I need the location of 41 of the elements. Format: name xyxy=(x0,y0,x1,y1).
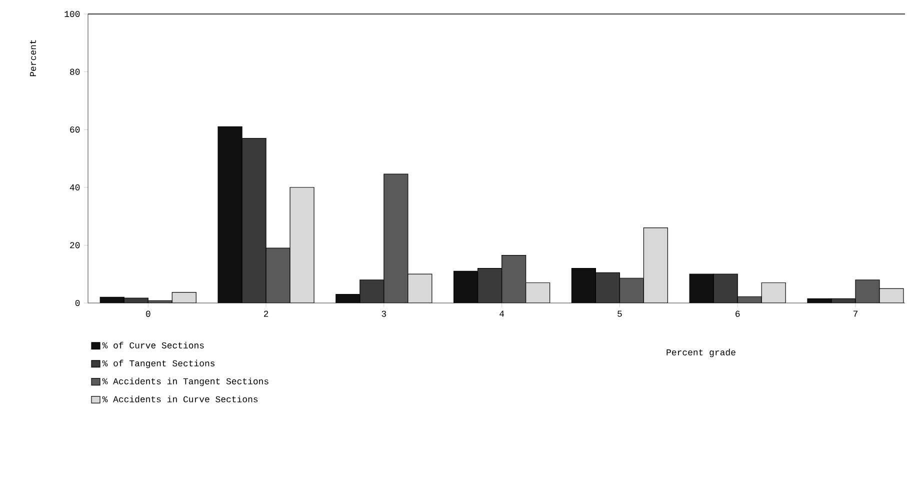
bar xyxy=(502,255,526,303)
y-tick-label: 40 xyxy=(70,184,80,190)
y-tick-label: 20 xyxy=(70,242,80,248)
bar xyxy=(572,268,596,303)
bar xyxy=(644,228,668,303)
bar xyxy=(596,272,620,303)
y-tick-label: 0 xyxy=(75,300,80,306)
bar xyxy=(762,282,786,303)
bar xyxy=(242,138,266,303)
bar xyxy=(855,280,880,303)
bar xyxy=(690,274,714,303)
x-tick-label: 4 xyxy=(500,310,504,317)
bar xyxy=(408,274,432,303)
bar xyxy=(478,268,502,303)
legend-label: % Accidents in Tangent Sections xyxy=(102,378,268,386)
bar xyxy=(266,248,290,303)
bar xyxy=(172,292,196,303)
y-tick-label: 100 xyxy=(64,10,80,18)
x-axis-title: Percent grade xyxy=(666,348,736,358)
x-tick-label: 3 xyxy=(382,310,386,317)
bar xyxy=(879,288,904,303)
bar xyxy=(336,294,360,303)
y-tick-label: 60 xyxy=(70,126,80,133)
legend-label: % of Curve Sections xyxy=(102,342,204,348)
bar xyxy=(620,278,644,303)
x-tick-label: 2 xyxy=(264,310,268,317)
bar xyxy=(218,126,242,303)
bar xyxy=(360,280,384,303)
legend-label: % of Tangent Sections xyxy=(102,360,215,368)
x-tick-label: 0 xyxy=(146,310,150,317)
x-tick-label: 5 xyxy=(618,310,622,317)
bar xyxy=(384,174,408,303)
legend-label: % Accidents in Curve Sections xyxy=(102,396,258,402)
y-axis-title: Percent xyxy=(30,40,36,76)
bar xyxy=(526,282,550,303)
y-tick-label: 80 xyxy=(70,68,80,75)
bar xyxy=(714,274,738,303)
x-tick-label: 7 xyxy=(853,310,858,317)
x-tick-label: 6 xyxy=(736,310,740,317)
bar xyxy=(454,271,478,303)
bar xyxy=(290,187,314,303)
